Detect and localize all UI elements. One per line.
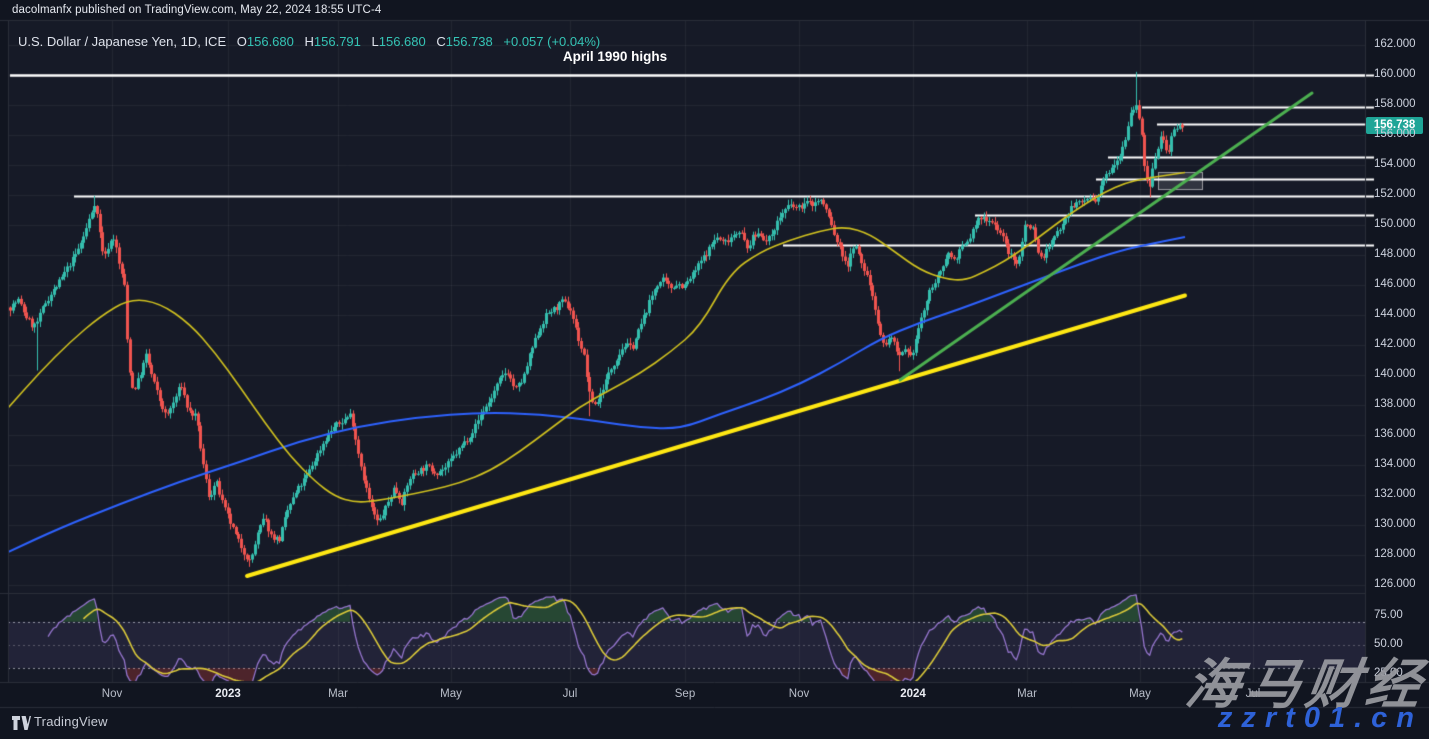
time-axis-label: May xyxy=(440,688,462,700)
price-axis-label: 150.000 xyxy=(1374,218,1416,230)
current-price-badge: 156.738 xyxy=(1366,117,1423,134)
price-axis-label: 154.000 xyxy=(1374,158,1416,170)
time-axis-label: Nov xyxy=(788,688,810,700)
price-axis-label: 156.000 xyxy=(1374,128,1416,140)
ohlc-close: C156.738 xyxy=(436,34,493,49)
time-axis-label: 2024 xyxy=(900,688,926,700)
price-axis-label: 158.000 xyxy=(1374,98,1416,110)
time-axis-label: Mar xyxy=(1017,688,1037,700)
price-axis-label: 162.000 xyxy=(1374,38,1416,50)
price-axis-label: 130.000 xyxy=(1374,518,1416,530)
rsi-axis-label: 50.00 xyxy=(1374,638,1403,650)
time-axis-label: Jul xyxy=(1245,688,1261,700)
price-axis-label: 134.000 xyxy=(1374,458,1416,470)
ohlc-low: L156.680 xyxy=(371,34,426,49)
ohlc-change: +0.057 (+0.04%) xyxy=(503,34,601,49)
price-axis-label: 126.000 xyxy=(1374,578,1416,590)
price-axis-label: 152.000 xyxy=(1374,188,1416,200)
price-axis-label: 142.000 xyxy=(1374,338,1416,350)
ohlc-high: H156.791 xyxy=(304,34,361,49)
price-axis-label: 140.000 xyxy=(1374,368,1416,380)
price-axis-label: 128.000 xyxy=(1374,548,1416,560)
time-axis-label: Nov xyxy=(101,688,123,700)
price-axis-label: 146.000 xyxy=(1374,278,1416,290)
price-axis-label: 144.000 xyxy=(1374,308,1416,320)
time-axis-label: Sep xyxy=(674,688,696,700)
price-axis-label: 136.000 xyxy=(1374,428,1416,440)
price-axis-label: 132.000 xyxy=(1374,488,1416,500)
rsi-axis-label: 75.00 xyxy=(1374,609,1403,621)
tradingview-logo-icon[interactable] xyxy=(12,716,31,735)
watermark-url: zzrt01.cn xyxy=(1217,702,1423,734)
symbol-title[interactable]: U.S. Dollar / Japanese Yen, 1D, ICE xyxy=(18,34,227,49)
rsi-axis-label: 25.00 xyxy=(1374,667,1403,679)
price-axis-label: 148.000 xyxy=(1374,248,1416,260)
time-axis-label: 2023 xyxy=(215,688,241,700)
price-axis-label: 138.000 xyxy=(1374,398,1416,410)
april-1990-highs-annotation: April 1990 highs xyxy=(562,49,668,64)
time-axis-label: Mar xyxy=(328,688,348,700)
time-axis-label: Jul xyxy=(562,688,578,700)
ohlc-open: O156.680 xyxy=(236,34,294,49)
price-axis-label: 160.000 xyxy=(1374,68,1416,80)
publish-info: dacolmanfx published on TradingView.com,… xyxy=(12,4,382,16)
symbol-legend[interactable]: U.S. Dollar / Japanese Yen, 1D, ICE O156… xyxy=(18,34,600,49)
time-axis-label: May xyxy=(1129,688,1151,700)
tradingview-brand-text[interactable]: TradingView xyxy=(34,714,108,729)
